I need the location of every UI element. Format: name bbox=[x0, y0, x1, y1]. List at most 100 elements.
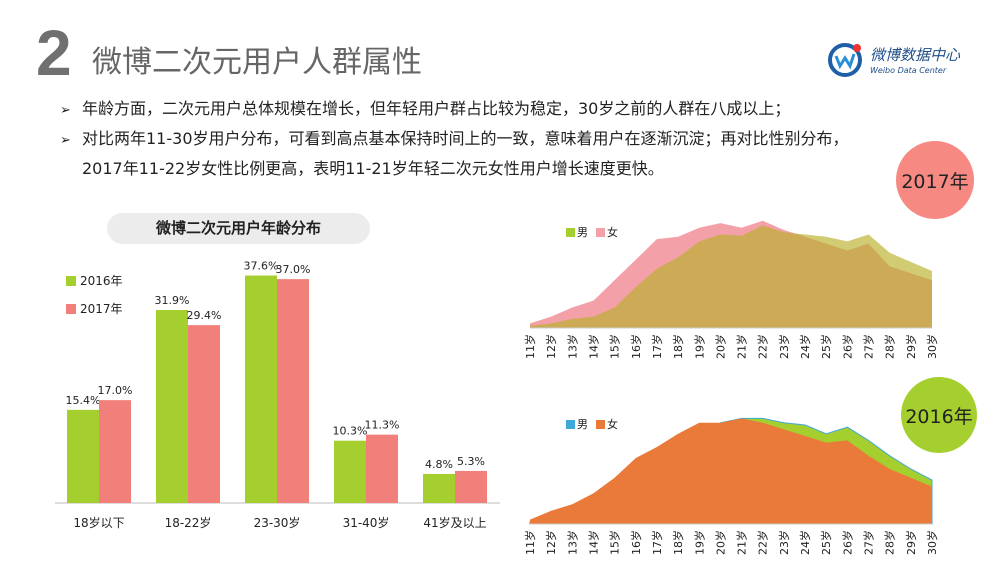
bar-value-label: 15.4% bbox=[66, 394, 101, 407]
bullet-2-text: 对比两年11-30岁用户分布，可看到高点基本保持时间上的一致，意味着用户在逐渐沉… bbox=[82, 129, 849, 148]
weibo-logo-icon: 微博数据中心 Weibo Data Center bbox=[828, 43, 961, 77]
x-tick-label: 12岁 bbox=[544, 334, 558, 359]
bar-2017年-18-22岁 bbox=[188, 325, 220, 503]
bar-value-label: 37.6% bbox=[244, 260, 279, 273]
x-tick-label: 21岁 bbox=[735, 530, 749, 555]
x-tick-label: 24岁 bbox=[798, 530, 812, 555]
legend-swatch-female bbox=[596, 420, 605, 429]
x-tick-label: 30岁 bbox=[925, 334, 939, 359]
year-badge-2017: 2017年 bbox=[896, 141, 974, 219]
x-tick-label: 20岁 bbox=[713, 334, 727, 359]
year-badge-2017-label: 2017年 bbox=[901, 170, 969, 193]
legend-swatch-male bbox=[566, 228, 575, 237]
bullet-arrow-icon: ➢ bbox=[60, 133, 71, 148]
x-tick-label: 11岁 bbox=[523, 530, 537, 555]
legend-label-male: 男 bbox=[577, 418, 588, 431]
x-tick-label: 26岁 bbox=[840, 334, 854, 359]
x-tick-label: 41岁及以上 bbox=[423, 515, 486, 530]
x-tick-label: 17岁 bbox=[650, 334, 664, 359]
x-tick-label: 14岁 bbox=[586, 530, 600, 555]
x-tick-label: 16岁 bbox=[629, 334, 643, 359]
x-tick-label: 25岁 bbox=[819, 530, 833, 555]
weibo-data-center-logo: 微博数据中心 Weibo Data Center bbox=[826, 40, 976, 80]
bullet-1: ➢ 年龄方面，二次元用户总体规模在增长，但年轻用户群占比较为稳定，30岁之前的人群… bbox=[60, 96, 790, 124]
age-area-chart-2016: 11岁 12岁 13岁 14岁 15岁 16岁 17岁 18岁 19岁 20岁 21岁 22岁 23岁 2… bbox=[523, 417, 939, 555]
page-title: 微博二次元用户人群属性 bbox=[92, 45, 422, 80]
logo-subtitle: Weibo Data Center bbox=[870, 66, 947, 75]
bar-2016年-18-22岁 bbox=[156, 310, 188, 503]
bar-2016年-41岁及以上 bbox=[423, 473, 455, 503]
bar-value-label: 5.3% bbox=[457, 455, 485, 468]
legend-swatch-2017年 bbox=[66, 304, 76, 314]
age-distribution-bar-chart: 15.4%17.0% 18岁以下 31.9% 29.4% 18-22岁 37.6%37.0… bbox=[55, 260, 500, 530]
x-tick-label: 25岁 bbox=[819, 334, 833, 359]
bar-value-label: 29.4% bbox=[187, 309, 222, 322]
bar-2016年-31-40岁 bbox=[334, 440, 366, 503]
bullet-2: ➢ 对比两年11-30岁用户分布，可看到高点基本保持时间上的一致，意味着用户在逐渐… bbox=[60, 126, 849, 154]
x-tick-label: 19岁 bbox=[692, 530, 706, 555]
x-tick-label: 11岁 bbox=[523, 334, 537, 359]
x-tick-label: 28岁 bbox=[883, 334, 897, 359]
bullet-arrow-icon: ➢ bbox=[60, 103, 71, 118]
legend-swatch-2016年 bbox=[66, 276, 76, 286]
bar-value-label: 31.9% bbox=[155, 294, 190, 307]
section-number: 2 bbox=[36, 17, 72, 89]
x-tick-label: 14岁 bbox=[586, 334, 600, 359]
bar-value-label: 17.0% bbox=[98, 384, 133, 397]
x-tick-label: 13岁 bbox=[565, 334, 579, 359]
bar-2017年-18岁以下 bbox=[99, 400, 131, 503]
x-tick-label: 27岁 bbox=[862, 334, 876, 359]
x-tick-label: 20岁 bbox=[713, 530, 727, 555]
x-tick-label: 16岁 bbox=[629, 530, 643, 555]
bar-2016年-23-30岁 bbox=[245, 275, 277, 503]
x-tick-label: 27岁 bbox=[862, 530, 876, 555]
legend-label-female: 女 bbox=[607, 417, 618, 431]
legend-label: 2017年 bbox=[80, 302, 123, 316]
x-tick-label: 15岁 bbox=[608, 334, 622, 359]
bar-2017年-23-30岁 bbox=[277, 279, 309, 503]
x-tick-label: 29岁 bbox=[904, 530, 918, 555]
year-badge-2016-label: 2016年 bbox=[905, 405, 973, 428]
legend-label-female: 女 bbox=[607, 225, 618, 239]
x-tick-label: 28岁 bbox=[883, 530, 897, 555]
bar-chart-title: 微博二次元用户年龄分布 bbox=[107, 213, 370, 244]
bar-2017年-31-40岁 bbox=[366, 434, 398, 503]
x-tick-label: 22岁 bbox=[756, 334, 770, 359]
legend-label-male: 男 bbox=[577, 226, 588, 239]
bullet-2-text-line2: 2017年11-22岁女性比例更高，表明11-21岁年轻二次元女性用户增长速度更… bbox=[82, 159, 664, 178]
x-tick-label: 18岁 bbox=[671, 530, 685, 555]
bar-value-label: 4.8% bbox=[425, 458, 453, 471]
x-tick-label: 19岁 bbox=[692, 334, 706, 359]
area-female-series bbox=[530, 418, 932, 524]
bar-2017年-41岁及以上 bbox=[455, 470, 487, 503]
bar-2016年-18岁以下 bbox=[67, 409, 99, 503]
x-tick-label: 23-30岁 bbox=[254, 515, 301, 530]
x-tick-label: 15岁 bbox=[608, 530, 622, 555]
x-tick-label: 13岁 bbox=[565, 530, 579, 555]
bar-value-label: 10.3% bbox=[333, 425, 368, 438]
x-tick-label: 23岁 bbox=[777, 334, 791, 359]
age-area-chart-2017: 11岁 12岁 13岁 14岁 15岁 16岁 17岁 18岁 19岁 20岁 21岁 22岁 23岁 2… bbox=[523, 220, 939, 359]
legend-swatch-male bbox=[566, 420, 575, 429]
bullet-1-text: 年龄方面，二次元用户总体规模在增长，但年轻用户群占比较为稳定，30岁之前的人群在… bbox=[82, 99, 791, 118]
x-tick-label: 18岁 bbox=[671, 334, 685, 359]
x-tick-label: 21岁 bbox=[735, 334, 749, 359]
x-tick-label: 23岁 bbox=[777, 530, 791, 555]
x-tick-label: 18岁以下 bbox=[73, 515, 124, 530]
x-tick-label: 18-22岁 bbox=[165, 515, 212, 530]
x-tick-label: 31-40岁 bbox=[343, 515, 390, 530]
logo-name: 微博数据中心 bbox=[870, 46, 961, 64]
x-tick-label: 24岁 bbox=[798, 334, 812, 359]
x-tick-label: 26岁 bbox=[840, 530, 854, 555]
area-male-series bbox=[530, 225, 932, 328]
legend-swatch-female bbox=[596, 228, 605, 237]
legend-label: 2016年 bbox=[80, 274, 123, 288]
year-badge-2016: 2016年 bbox=[901, 377, 977, 453]
bar-value-label: 37.0% bbox=[276, 263, 311, 276]
bar-value-label: 11.3% bbox=[365, 419, 400, 432]
x-tick-label: 22岁 bbox=[756, 530, 770, 555]
x-tick-label: 17岁 bbox=[650, 530, 664, 555]
x-tick-label: 30岁 bbox=[925, 530, 939, 555]
x-tick-label: 12岁 bbox=[544, 530, 558, 555]
x-tick-label: 29岁 bbox=[904, 334, 918, 359]
